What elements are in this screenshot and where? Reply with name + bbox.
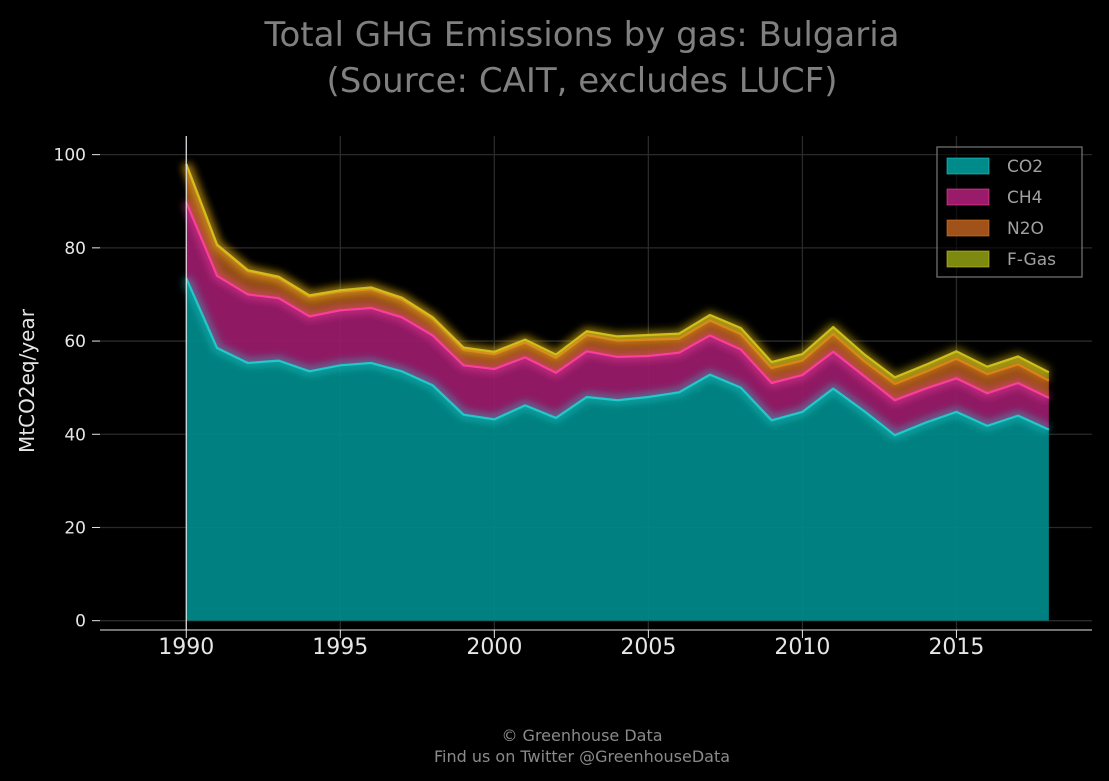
legend-swatch-co2 xyxy=(946,157,990,175)
legend-label-co2: CO2 xyxy=(1007,157,1043,177)
footer-twitter: Find us on Twitter @GreenhouseData xyxy=(434,747,730,766)
legend-label-f-gas: F-Gas xyxy=(1007,250,1056,270)
x-tick-label: 2010 xyxy=(774,635,830,660)
y-axis-label: MtCO2eq/year xyxy=(15,308,39,453)
legend-label-ch4: CH4 xyxy=(1007,188,1042,208)
y-tick-label: 100 xyxy=(54,146,86,166)
x-tick-label: 2015 xyxy=(928,635,984,660)
area-co2 xyxy=(186,278,1049,621)
plot-area xyxy=(182,162,1051,621)
chart-subtitle: (Source: CAIT, excludes LUCF) xyxy=(327,61,838,101)
x-tick-label: 1995 xyxy=(312,635,368,660)
legend-swatch-n2o xyxy=(946,219,990,237)
y-tick-label: 40 xyxy=(64,425,86,445)
area-ch4 xyxy=(186,202,1049,436)
legend-label-n2o: N2O xyxy=(1007,219,1044,239)
legend-swatch-ch4 xyxy=(946,188,990,206)
line-f-gas xyxy=(185,163,1050,379)
line-co2 xyxy=(185,277,1050,437)
x-tick-label: 2005 xyxy=(620,635,676,660)
legend-swatch-f-gas xyxy=(946,250,990,268)
y-tick-label: 80 xyxy=(64,239,86,259)
y-tick-label: 60 xyxy=(64,332,86,352)
area-n2o xyxy=(186,164,1049,401)
axes: 0 20 40 60 80 100 1990 1995 2000 2005 2010 2015 xyxy=(54,136,1092,660)
y-tick-label: 20 xyxy=(64,518,86,538)
footer-copyright: © Greenhouse Data xyxy=(501,726,662,745)
legend: CO2 CH4 N2O F-Gas xyxy=(936,146,1083,278)
y-tick-label: 0 xyxy=(75,612,86,632)
x-tick-label: 1990 xyxy=(158,635,214,660)
line-ch4 xyxy=(185,201,1050,402)
x-tick-label: 2000 xyxy=(466,635,522,660)
chart-title: Total GHG Emissions by gas: Bulgaria xyxy=(264,15,900,55)
